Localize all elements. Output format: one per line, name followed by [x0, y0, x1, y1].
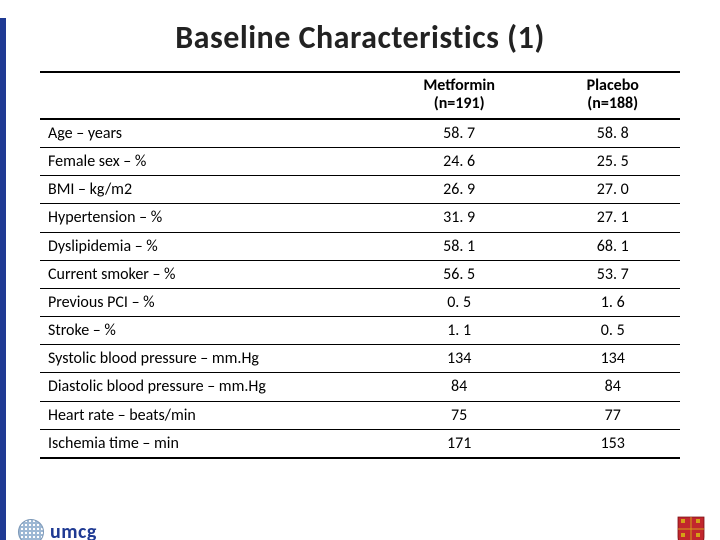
row-label: Ischemia time – min — [40, 429, 373, 458]
table-row: Age – years58. 758. 8 — [40, 119, 680, 148]
row-label: Dyslipidemia – % — [40, 232, 373, 260]
row-value-metformin: 24. 6 — [373, 147, 546, 175]
row-value-placebo: 153 — [545, 429, 680, 458]
globe-icon — [18, 519, 44, 540]
org-logo: umcg — [18, 519, 97, 540]
col-label-blank — [40, 72, 373, 119]
table-row: Hypertension – %31. 927. 1 — [40, 204, 680, 232]
col2-name: Placebo — [587, 76, 639, 95]
row-value-placebo: 27. 0 — [545, 176, 680, 204]
row-label: Current smoker – % — [40, 260, 373, 288]
row-label: Previous PCI – % — [40, 288, 373, 316]
row-value-placebo: 53. 7 — [545, 260, 680, 288]
row-value-metformin: 26. 9 — [373, 176, 546, 204]
row-value-placebo: 0. 5 — [545, 317, 680, 345]
table-row: Current smoker – %56. 553. 7 — [40, 260, 680, 288]
footer: umcg — [0, 514, 720, 540]
row-value-metformin: 58. 1 — [373, 232, 546, 260]
row-value-metformin: 58. 7 — [373, 119, 546, 148]
row-label: Systolic blood pressure – mm.Hg — [40, 345, 373, 373]
table-row: Diastolic blood pressure – mm.Hg8484 — [40, 373, 680, 401]
row-value-placebo: 27. 1 — [545, 204, 680, 232]
row-value-metformin: 1. 1 — [373, 317, 546, 345]
col2-n: (n=188) — [587, 94, 638, 113]
baseline-table: Metformin (n=191) Placebo (n=188) Age – … — [40, 71, 680, 459]
table-row: Dyslipidemia – %58. 168. 1 — [40, 232, 680, 260]
table-row: Female sex – %24. 625. 5 — [40, 147, 680, 175]
table-row: Systolic blood pressure – mm.Hg134134 — [40, 345, 680, 373]
page-title: Baseline Characteristics (1) — [0, 18, 720, 57]
col1-name: Metformin — [423, 76, 495, 95]
row-value-placebo: 84 — [545, 373, 680, 401]
table-row: Previous PCI – %0. 51. 6 — [40, 288, 680, 316]
row-value-placebo: 58. 8 — [545, 119, 680, 148]
table-header-row: Metformin (n=191) Placebo (n=188) — [40, 72, 680, 119]
row-label: Female sex – % — [40, 147, 373, 175]
row-value-placebo: 134 — [545, 345, 680, 373]
accent-stripe — [0, 18, 6, 540]
row-value-metformin: 0. 5 — [373, 288, 546, 316]
row-value-placebo: 1. 6 — [545, 288, 680, 316]
col-metformin: Metformin (n=191) — [373, 72, 546, 119]
row-label: Hypertension – % — [40, 204, 373, 232]
row-value-metformin: 84 — [373, 373, 546, 401]
row-label: Age – years — [40, 119, 373, 148]
shield-icon — [676, 515, 706, 540]
col-placebo: Placebo (n=188) — [545, 72, 680, 119]
row-value-metformin: 134 — [373, 345, 546, 373]
table-row: Heart rate – beats/min7577 — [40, 401, 680, 429]
row-value-metformin: 31. 9 — [373, 204, 546, 232]
table-row: BMI – kg/m226. 927. 0 — [40, 176, 680, 204]
table-row: Ischemia time – min171153 — [40, 429, 680, 458]
row-value-metformin: 75 — [373, 401, 546, 429]
row-value-metformin: 56. 5 — [373, 260, 546, 288]
row-label: Stroke – % — [40, 317, 373, 345]
row-label: BMI – kg/m2 — [40, 176, 373, 204]
table-row: Stroke – %1. 10. 5 — [40, 317, 680, 345]
row-value-placebo: 68. 1 — [545, 232, 680, 260]
row-value-placebo: 77 — [545, 401, 680, 429]
row-value-placebo: 25. 5 — [545, 147, 680, 175]
col1-n: (n=191) — [434, 94, 485, 113]
row-label: Diastolic blood pressure – mm.Hg — [40, 373, 373, 401]
table-body: Age – years58. 758. 8Female sex – %24. 6… — [40, 119, 680, 458]
org-text: umcg — [50, 520, 97, 540]
row-value-metformin: 171 — [373, 429, 546, 458]
row-label: Heart rate – beats/min — [40, 401, 373, 429]
